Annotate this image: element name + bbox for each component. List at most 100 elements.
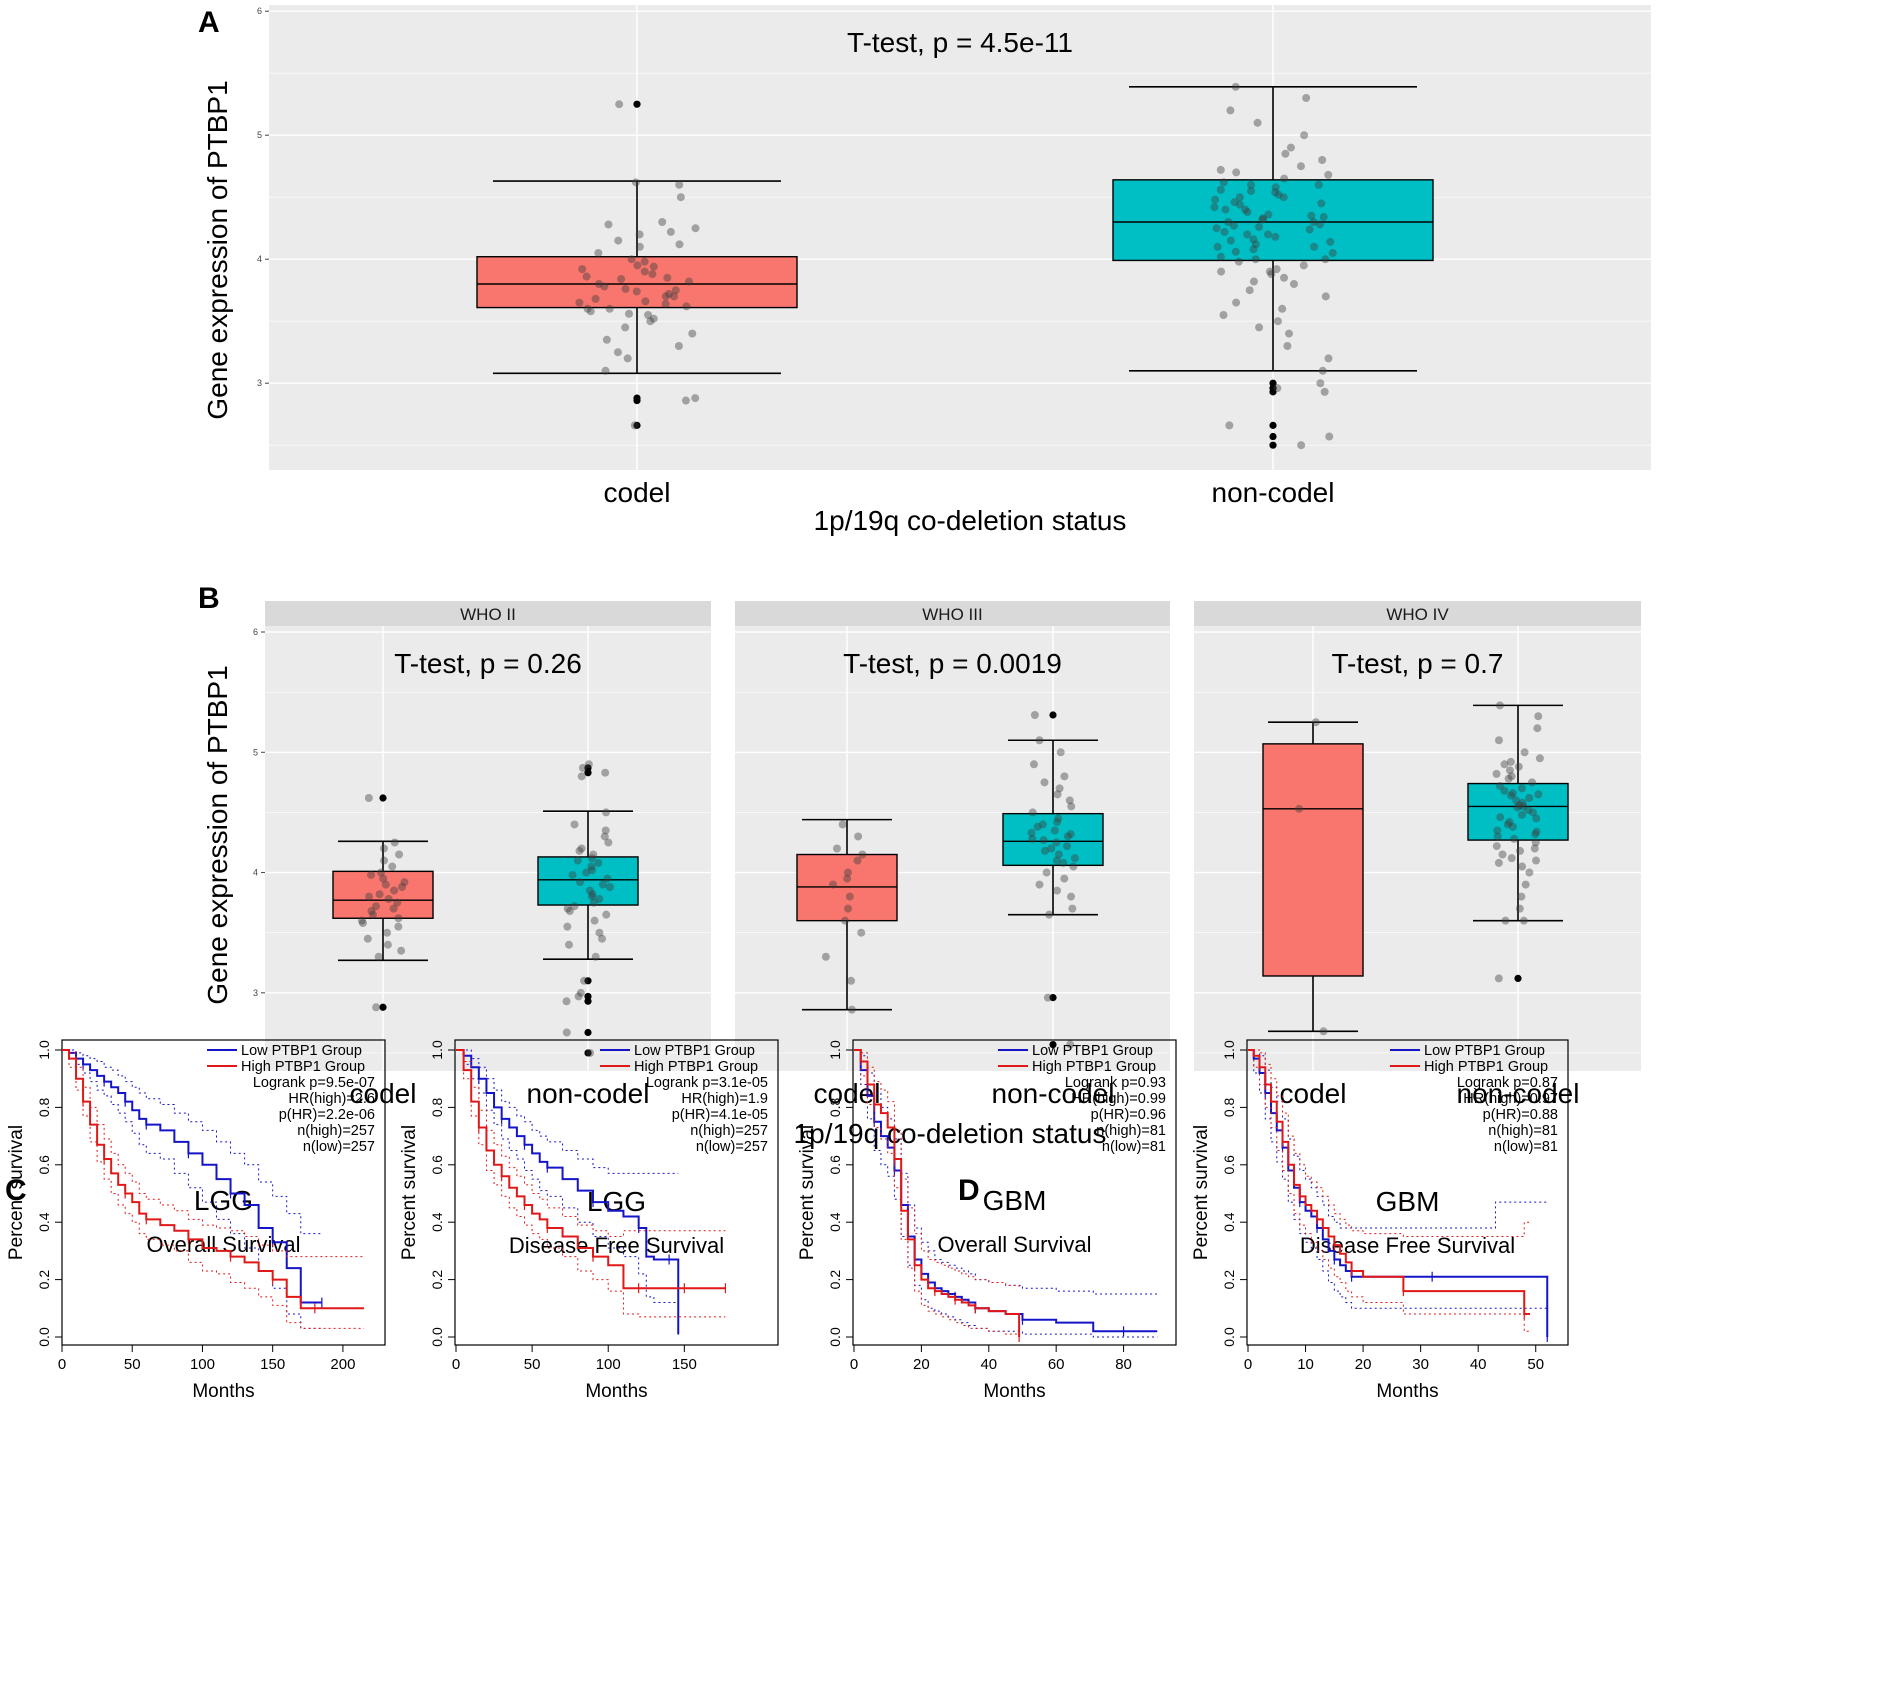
jitter-point — [646, 317, 655, 326]
jitter-point — [1310, 242, 1319, 251]
jitter-point — [588, 866, 597, 875]
km-frame — [454, 1039, 779, 1346]
jitter-point — [594, 858, 603, 867]
x-axis-title: 1p/19q co-deletion status — [794, 1118, 1107, 1149]
jitter-point — [633, 261, 642, 270]
jitter-point — [590, 916, 599, 925]
jitter-point — [1534, 712, 1543, 721]
outlier-point — [1514, 974, 1522, 982]
jitter-point — [1231, 247, 1240, 256]
jitter-point — [570, 902, 579, 911]
x-tick-label: 0 — [452, 1356, 460, 1373]
y-tick-label: 0.2 — [1221, 1270, 1237, 1290]
jitter-point — [1264, 210, 1273, 219]
km-stat: p(HR)=0.88 — [1483, 1107, 1558, 1123]
jitter-point — [1273, 384, 1282, 393]
jitter-point — [1027, 828, 1036, 837]
jitter-point — [666, 227, 675, 236]
jitter-point — [1053, 818, 1062, 827]
km-stat: HR(high)=0.97 — [1463, 1091, 1558, 1107]
jitter-point — [1325, 432, 1334, 441]
jitter-point — [588, 854, 597, 863]
y-tick-label: 0.4 — [36, 1212, 52, 1232]
jitter-point — [613, 348, 622, 357]
jitter-point — [1535, 754, 1544, 763]
jitter-point — [1500, 760, 1509, 769]
jitter-point — [400, 878, 409, 887]
jitter-point — [564, 940, 573, 949]
jitter-point — [1060, 874, 1069, 883]
jitter-point — [1286, 143, 1295, 152]
jitter-point — [691, 224, 700, 233]
plot-panel-background — [735, 626, 1170, 1071]
jitter-point — [395, 850, 404, 859]
box-codel — [1262, 743, 1364, 977]
y-axis-title: Percent survival — [797, 1125, 818, 1260]
jitter-point — [563, 922, 572, 931]
outlier-point — [584, 977, 592, 985]
jitter-point — [1309, 218, 1318, 226]
jitter-point — [624, 309, 633, 318]
outlier-point — [633, 421, 641, 429]
jitter-point — [661, 292, 670, 301]
jitter-point — [1274, 190, 1283, 199]
legend-label: Low PTBP1 Group — [634, 1043, 755, 1059]
jitter-point — [1289, 280, 1298, 288]
jitter-point — [1054, 814, 1063, 823]
jitter-point — [1267, 270, 1276, 279]
jitter-point — [1504, 774, 1513, 783]
jitter-point — [1047, 844, 1056, 853]
jitter-point — [1319, 1027, 1328, 1036]
jitter-point — [1495, 701, 1504, 710]
jitter-point — [1305, 225, 1314, 234]
jitter-point — [1231, 82, 1240, 91]
km-stat: Logrank p=9.5e-07 — [253, 1075, 375, 1091]
jitter-point — [1241, 205, 1250, 214]
y-tick-label: 0.6 — [429, 1155, 445, 1175]
km-series-high — [456, 1049, 727, 1318]
jitter-point — [602, 808, 611, 817]
jitter-point — [1060, 772, 1069, 781]
jitter-point — [582, 272, 591, 281]
jitter-point — [397, 946, 406, 955]
jitter-point — [1515, 801, 1524, 810]
jitter-point — [649, 314, 658, 323]
outlier-point — [1049, 994, 1057, 1002]
ci-lower-line — [62, 1049, 364, 1329]
km-series-high — [854, 1049, 1021, 1342]
jitter-point — [584, 760, 593, 769]
x-tick-label: 0 — [850, 1356, 858, 1373]
legend-label: High PTBP1 Group — [1032, 1059, 1156, 1075]
outlier-point — [1269, 432, 1277, 441]
x-tick-label: 150 — [672, 1356, 697, 1373]
jitter-point — [1066, 830, 1075, 839]
ci-lower-line — [1248, 1049, 1530, 1332]
jitter-point — [1220, 227, 1229, 236]
jitter-point — [562, 997, 571, 1006]
facet-who-iii: WHO III T-test, p = 0.0019 codel non-codel — [735, 601, 1170, 1109]
jitter-point — [1217, 267, 1226, 276]
jitter-point — [632, 287, 641, 296]
ttest-annotation: T-test, p = 0.7 — [1332, 648, 1504, 679]
jitter-point — [1512, 796, 1521, 805]
jitter-point — [594, 280, 603, 288]
jitter-point — [578, 265, 587, 274]
km-stat: n(high)=257 — [690, 1123, 768, 1139]
ci-lower-line — [456, 1049, 679, 1337]
jitter-point — [821, 952, 830, 961]
jitter-point — [1492, 842, 1501, 851]
x-tick-label: 150 — [260, 1356, 285, 1373]
jitter-point — [631, 178, 640, 187]
jitter-point — [1314, 180, 1323, 189]
jitter-point — [1045, 910, 1054, 919]
box-non-codel — [537, 856, 639, 906]
jitter-point — [1517, 892, 1526, 901]
jitter-point — [691, 394, 700, 403]
jitter-point — [1311, 718, 1320, 727]
jitter-point — [1213, 242, 1222, 251]
jitter-point — [1278, 304, 1287, 313]
jitter-point — [575, 846, 584, 855]
jitter-point — [1532, 856, 1541, 865]
jitter-point — [600, 832, 609, 841]
